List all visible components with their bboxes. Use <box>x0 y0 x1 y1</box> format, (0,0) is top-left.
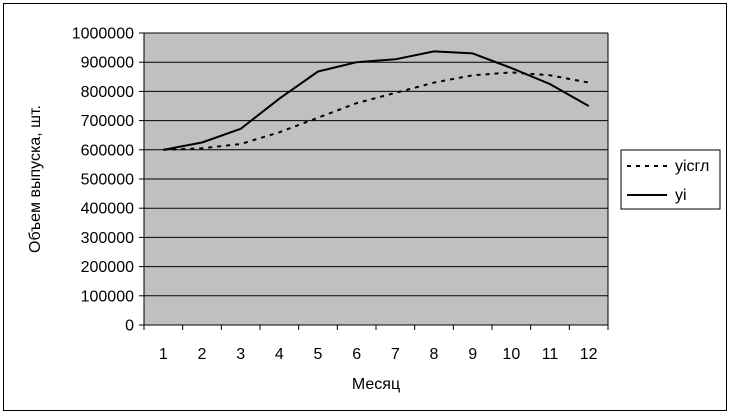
x-tick-labels: 1 2 3 4 5 6 7 8 9 10 11 12 <box>159 346 598 363</box>
y-tick-label: 100000 <box>81 288 134 305</box>
legend: yiсгл yi <box>620 149 721 210</box>
x-tick-label: 5 <box>314 346 323 363</box>
y-tick-labels: 0 100000 200000 300000 400000 500000 600000 700… <box>72 26 134 335</box>
y-tick-label: 600000 <box>81 142 134 159</box>
legend-label-smoothed: yiсгл <box>675 158 709 175</box>
x-axis-title: Месяц <box>352 376 400 393</box>
x-tick-label: 2 <box>198 346 207 363</box>
x-tick-label: 4 <box>275 346 284 363</box>
x-tick-label: 11 <box>542 346 559 363</box>
series-line-actual <box>163 50 590 151</box>
x-tick-label: 8 <box>430 346 439 363</box>
gridlines <box>139 32 608 326</box>
x-tick-label: 10 <box>502 346 520 363</box>
y-tick-label: 200000 <box>81 259 134 276</box>
x-tick-label: 3 <box>236 346 245 363</box>
legend-label-actual: yi <box>675 187 687 204</box>
x-tick-label: 7 <box>391 346 400 363</box>
y-axis-title: Объем выпуска, шт. <box>27 105 44 253</box>
series-lines <box>163 50 590 151</box>
y-tick-label: 400000 <box>81 201 134 218</box>
y-tick-label: 900000 <box>81 55 134 72</box>
y-tick-label: 1000000 <box>72 26 134 43</box>
y-tick-label: 0 <box>125 318 134 335</box>
y-tick-label: 500000 <box>81 172 134 189</box>
y-tick-label: 700000 <box>81 113 134 130</box>
y-tick-label: 300000 <box>81 230 134 247</box>
y-tick-label: 800000 <box>81 84 134 101</box>
axes <box>143 33 609 330</box>
x-tick-label: 12 <box>580 346 598 363</box>
legend-box <box>620 149 721 210</box>
x-tick-label: 6 <box>352 346 361 363</box>
x-tick-label: 9 <box>468 346 477 363</box>
x-tick-label: 1 <box>159 346 168 363</box>
